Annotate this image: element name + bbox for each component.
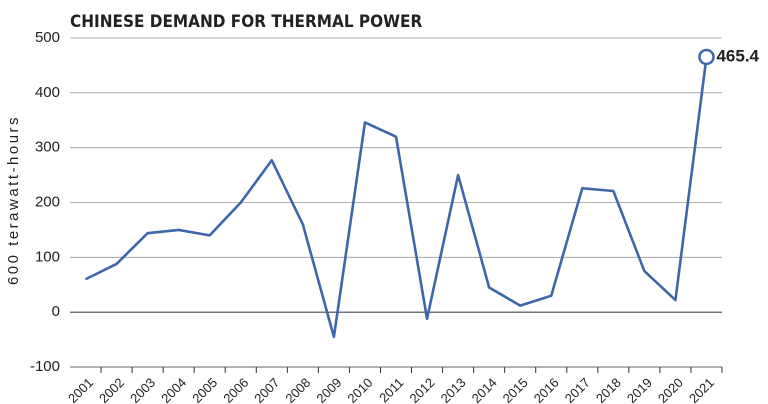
- x-tick-label: 2018: [593, 375, 624, 404]
- y-axis-label: 600 terawatt-hours: [5, 115, 22, 285]
- x-tick-label: 2008: [282, 375, 313, 404]
- y-tick-label: 500: [35, 29, 60, 46]
- x-tick-label: 2020: [655, 375, 686, 404]
- y-tick-label: 400: [35, 84, 60, 101]
- x-tick-label: 2002: [96, 375, 127, 404]
- end-marker: [698, 48, 715, 66]
- line: [84, 56, 708, 339]
- x-tick-label: 2005: [189, 375, 220, 404]
- x-tick-label: 2019: [624, 375, 655, 404]
- x-tick-label: 2007: [251, 375, 282, 404]
- x-tick-label: 2017: [562, 375, 593, 404]
- x-tick-label: 2021: [686, 375, 717, 404]
- x-tick-label: 2013: [438, 375, 469, 404]
- x-tick-label: 2012: [407, 375, 438, 404]
- x-tick-label: 2016: [531, 375, 562, 404]
- y-tick-label: 100: [35, 248, 60, 265]
- chart-title: CHINESE DEMAND FOR THERMAL POWER: [70, 12, 422, 32]
- x-tick-label: 2011: [376, 375, 406, 404]
- y-tick-label: -100: [30, 358, 60, 375]
- x-tick-label: 2010: [344, 375, 375, 404]
- y-tick-label: 0: [52, 303, 60, 320]
- data-label: 465.4: [716, 46, 759, 65]
- x-tick-label: 2001: [65, 375, 96, 404]
- x-tick-label: 2009: [313, 375, 344, 404]
- x-tick-label: 2003: [127, 375, 158, 404]
- x-tick-label: 2004: [158, 375, 189, 404]
- x-tick-label: 2006: [220, 375, 251, 404]
- y-tick-label: 200: [35, 193, 60, 210]
- x-tick-label: 2014: [469, 375, 500, 404]
- y-tick-label: 300: [35, 139, 60, 156]
- x-tick-label: 2015: [500, 375, 531, 404]
